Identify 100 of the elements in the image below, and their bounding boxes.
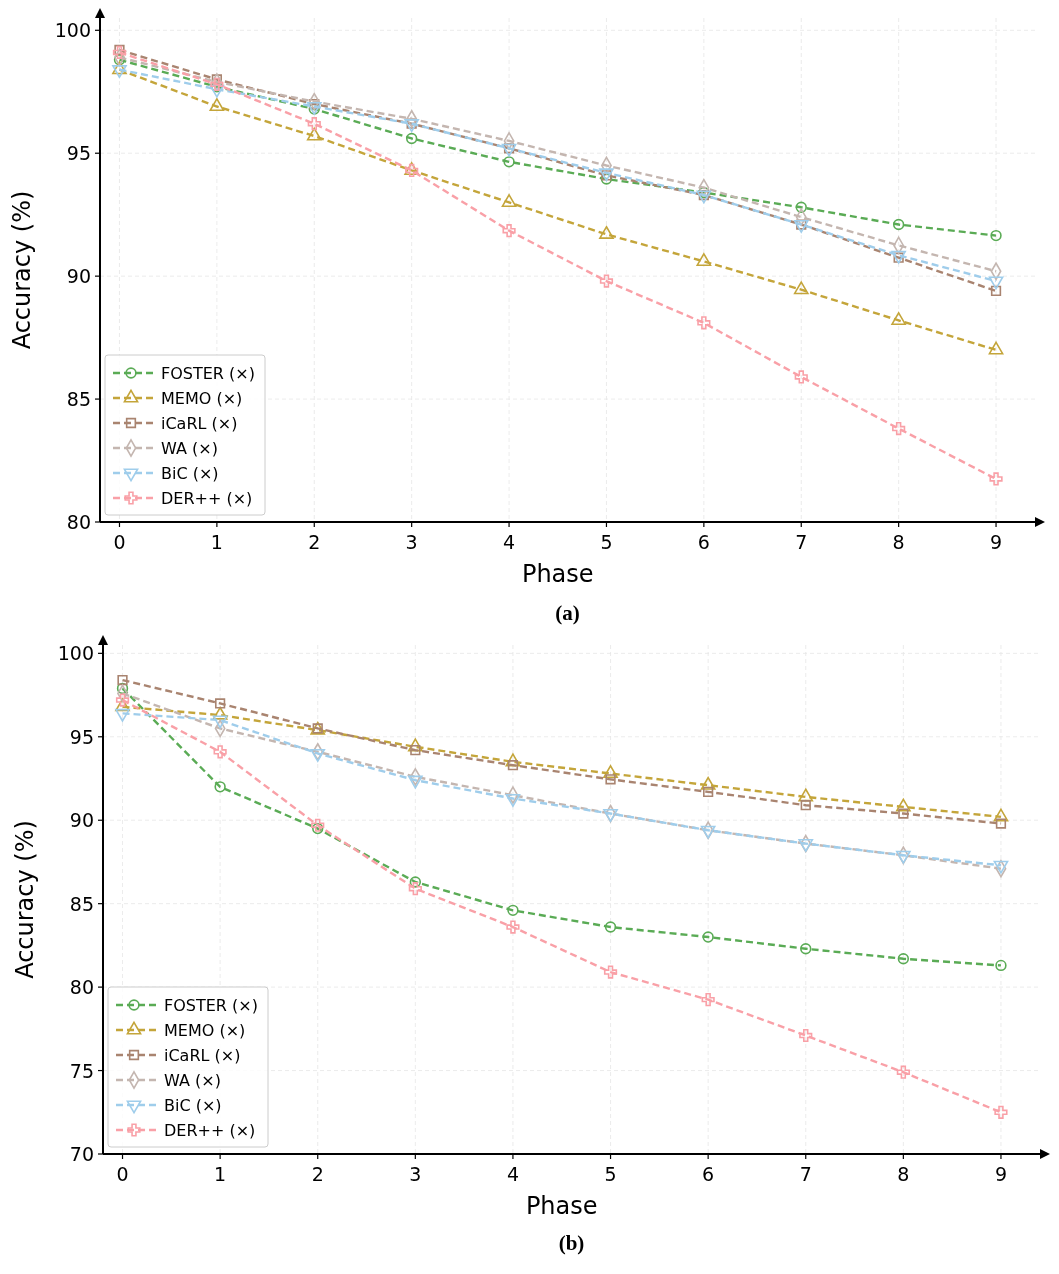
x-tick-label: 1 (214, 1163, 227, 1185)
point (603, 808, 618, 822)
y-tick-label: 85 (66, 388, 91, 411)
legend-label: BiC (×) (164, 1096, 222, 1115)
point (310, 748, 326, 762)
x-tick-label: 8 (897, 1163, 910, 1185)
point (410, 745, 421, 756)
x-tick-label: 4 (503, 531, 516, 553)
x-tick-label: 2 (308, 531, 321, 553)
point (794, 370, 808, 384)
y-tick-label: 95 (66, 142, 91, 165)
point (503, 156, 515, 168)
point (702, 931, 714, 943)
legend-label: WA (×) (164, 1071, 221, 1090)
x-axis-title: Phase (525, 1192, 598, 1220)
legend-label: iCaRL (×) (161, 414, 238, 433)
point (895, 798, 911, 812)
point (311, 818, 325, 832)
y-tick-label: 85 (69, 892, 94, 915)
point (697, 316, 711, 330)
point (990, 285, 1002, 297)
point (209, 84, 225, 98)
x-tick-label: 4 (506, 1163, 519, 1185)
x-tick-label: 6 (702, 1163, 715, 1185)
point (405, 132, 418, 145)
point (993, 808, 1009, 822)
y-tick-label: 90 (69, 809, 94, 832)
point (409, 876, 422, 888)
y-tick-label: 90 (66, 265, 91, 288)
point (115, 698, 130, 712)
point (209, 98, 225, 112)
x-tick-label: 0 (113, 531, 126, 553)
point (898, 808, 909, 819)
point (507, 760, 519, 771)
point (117, 674, 128, 686)
text: (b) (558, 1231, 585, 1255)
point (210, 77, 224, 91)
point (988, 341, 1004, 355)
x-tick-label: 3 (409, 1163, 422, 1185)
point (800, 800, 811, 811)
legend-label: DER++ (×) (161, 489, 253, 508)
point (115, 693, 130, 707)
point (696, 253, 712, 266)
point (307, 117, 321, 131)
x-tick-label: 6 (697, 531, 710, 553)
point (793, 281, 809, 295)
point (112, 45, 127, 60)
point (989, 472, 1003, 486)
x-tick-label: 7 (799, 1163, 812, 1185)
point (408, 882, 422, 896)
point (892, 218, 905, 231)
y-tick-label: 80 (66, 511, 91, 533)
legend-label: iCaRL (×) (164, 1046, 241, 1065)
point (599, 274, 614, 288)
point (214, 781, 226, 793)
legend-label: FOSTER (×) (161, 364, 255, 383)
point (994, 1105, 1008, 1119)
y-tick-label: 100 (57, 642, 94, 665)
point (891, 312, 907, 325)
point (114, 44, 125, 56)
y-axis-title: Accuracy (%) (11, 820, 39, 979)
x-tick-label: 5 (600, 531, 613, 553)
point (603, 965, 618, 979)
point (703, 786, 714, 797)
y-tick-label: 75 (69, 1059, 94, 1082)
point (799, 1028, 813, 1043)
point (603, 765, 618, 779)
point (211, 74, 223, 85)
x-tick-label: 9 (994, 1163, 1008, 1185)
point (604, 921, 617, 933)
point (896, 1065, 910, 1079)
point (505, 793, 521, 807)
point (798, 838, 814, 852)
point (895, 850, 911, 864)
point (795, 201, 807, 213)
point (701, 993, 715, 1007)
point (897, 953, 910, 965)
point (116, 682, 129, 695)
y-tick-label: 95 (69, 725, 94, 748)
x-tick-label: 8 (892, 531, 905, 553)
legend-label: BiC (×) (161, 464, 219, 483)
x-tick-label: 5 (604, 1163, 617, 1185)
point (993, 860, 1009, 874)
legend-label: MEMO (×) (164, 1021, 246, 1040)
point (605, 774, 616, 785)
point (312, 822, 324, 835)
legend-label: FOSTER (×) (164, 996, 258, 1015)
x-tick-label: 3 (405, 531, 418, 553)
y-tick-label: 100 (54, 19, 91, 42)
point (502, 224, 516, 238)
legend-label: DER++ (×) (164, 1121, 256, 1140)
y-tick-label: 80 (69, 976, 94, 999)
point (506, 920, 520, 934)
text: (a) (555, 601, 580, 625)
point (213, 745, 227, 759)
x-tick-label: 0 (116, 1163, 129, 1185)
point (990, 229, 1002, 242)
point (892, 421, 906, 436)
x-tick-label: 2 (311, 1163, 324, 1185)
x-tick-label: 9 (989, 531, 1003, 553)
